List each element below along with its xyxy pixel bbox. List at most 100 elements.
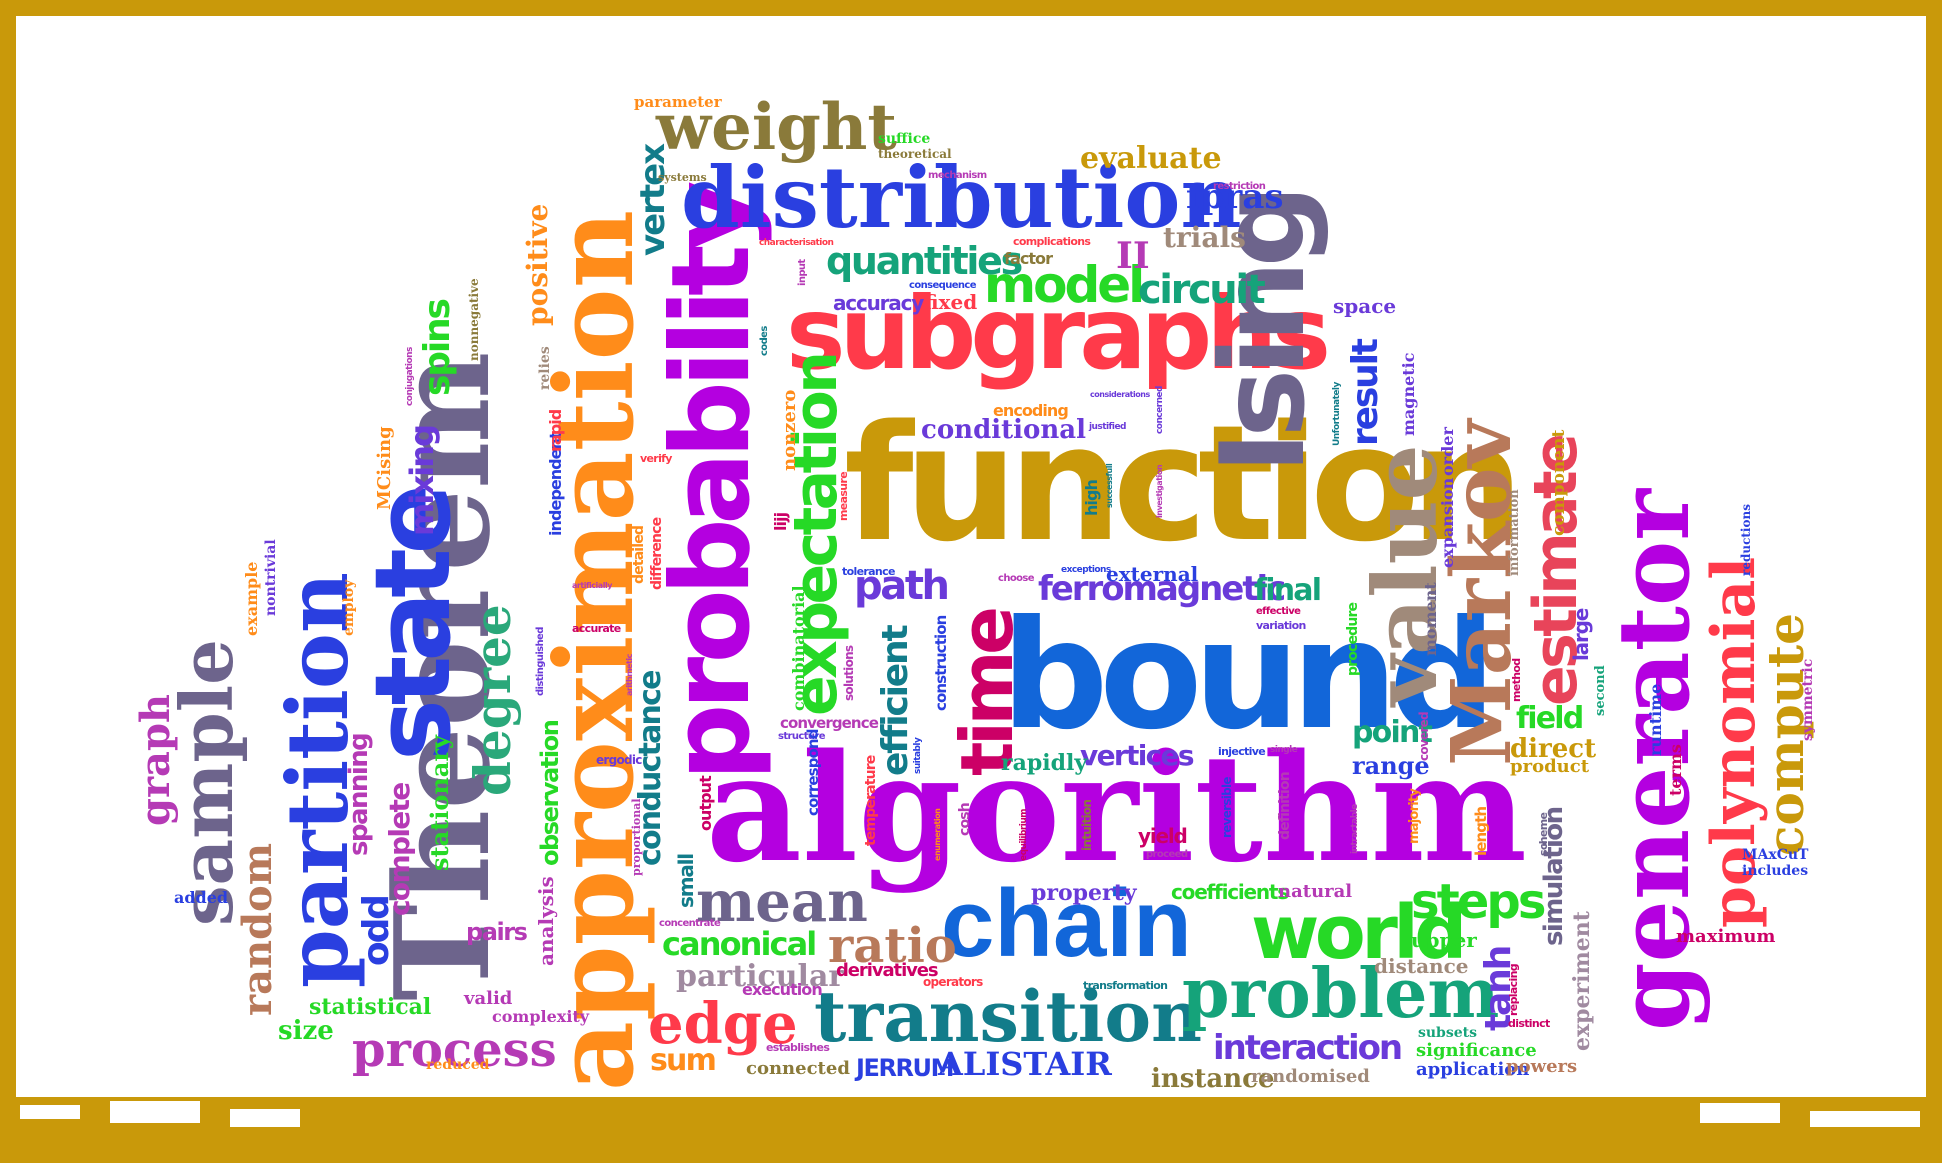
word-cloud-term: chain bbox=[941, 870, 1192, 977]
word-cloud-term: size bbox=[278, 1016, 334, 1046]
word-cloud-term: operators bbox=[923, 975, 983, 989]
word-cloud-term: example bbox=[242, 561, 261, 636]
word-cloud-term: method bbox=[1510, 658, 1523, 702]
word-cloud-term: random bbox=[234, 842, 281, 1016]
word-cloud-term: correspond bbox=[804, 729, 822, 816]
word-cloud-term: II bbox=[1116, 235, 1150, 277]
word-cloud-term: justified bbox=[1089, 422, 1126, 432]
word-cloud-term: codes bbox=[759, 326, 770, 356]
word-cloud-term: conjugations bbox=[405, 347, 415, 406]
word-cloud-term: conditional bbox=[921, 415, 1086, 445]
word-cloud-term: world bbox=[1251, 890, 1467, 976]
word-cloud-term: model bbox=[984, 256, 1145, 314]
word-cloud-term: high bbox=[1082, 480, 1101, 516]
word-cloud-term: ratio bbox=[828, 918, 957, 974]
torn-paper-fragment bbox=[20, 1105, 80, 1119]
word-cloud-term: evaluate bbox=[1080, 141, 1222, 176]
word-cloud-term: statistical bbox=[309, 994, 432, 1020]
word-cloud-term: mean bbox=[696, 869, 868, 935]
word-cloud-term: external bbox=[1106, 562, 1199, 586]
word-cloud-term: establishes bbox=[766, 1041, 830, 1054]
word-cloud-term: probability bbox=[649, 186, 774, 781]
word-cloud-term: suitably bbox=[913, 737, 923, 774]
word-cloud-term: valid bbox=[464, 988, 513, 1009]
word-cloud-term: edge bbox=[648, 991, 798, 1057]
word-cloud-term: observation bbox=[536, 720, 564, 866]
word-cloud-term: degree bbox=[463, 604, 522, 796]
word-cloud-term: result bbox=[1345, 340, 1386, 446]
word-cloud-term: systems bbox=[658, 171, 707, 184]
word-cloud-term: distribution bbox=[681, 148, 1242, 247]
word-cloud-term: arithmetic bbox=[625, 654, 634, 696]
word-cloud-term: natural bbox=[1278, 881, 1353, 902]
word-cloud-term: quantities bbox=[826, 239, 1023, 283]
word-cloud-term: mixing bbox=[403, 425, 441, 536]
word-cloud-term: covered bbox=[1417, 712, 1431, 761]
word-cloud-term: solutions bbox=[842, 645, 856, 701]
word-cloud-term: exceptions bbox=[1061, 565, 1111, 575]
word-cloud-term: proportional bbox=[630, 798, 643, 876]
word-cloud-term: fpras bbox=[1186, 177, 1284, 217]
word-cloud-term: difference bbox=[649, 517, 665, 590]
word-cloud-term: reductions bbox=[1739, 504, 1753, 576]
word-cloud-term: stationary bbox=[425, 735, 454, 871]
word-cloud-term: transformation bbox=[1083, 979, 1168, 992]
word-cloud-term: characterisation bbox=[759, 238, 834, 248]
word-cloud-term: interaction bbox=[1213, 1028, 1403, 1068]
word-cloud-term: derivatives bbox=[836, 960, 939, 981]
word-cloud-term: circuit bbox=[1138, 267, 1266, 313]
word-cloud-term: considerations bbox=[1090, 390, 1150, 399]
word-cloud-term: artificially bbox=[572, 581, 612, 590]
word-cloud-term: combinatorial bbox=[789, 585, 808, 711]
word-cloud-term: temperature bbox=[863, 755, 879, 846]
word-cloud-term: includes bbox=[1742, 863, 1809, 879]
word-cloud-term: suffice bbox=[878, 131, 931, 147]
word-cloud-term: verify bbox=[640, 452, 672, 465]
word-cloud-term: restriction bbox=[1213, 181, 1266, 192]
word-cloud-term: connected bbox=[746, 1058, 850, 1079]
word-cloud-term: proceed bbox=[1146, 849, 1188, 860]
word-cloud-term: transition bbox=[814, 975, 1202, 1058]
word-cloud-term: trials bbox=[1163, 221, 1246, 254]
word-cloud-term: Unfortunately bbox=[1332, 382, 1342, 446]
word-cloud-term: spanning bbox=[344, 733, 374, 856]
word-cloud-term: lijj bbox=[771, 512, 790, 531]
word-cloud-term: equilibrium bbox=[1019, 808, 1029, 861]
word-cloud-term: MCising bbox=[374, 426, 395, 510]
word-cloud-term: theoretical bbox=[878, 147, 952, 161]
word-cloud-term: application bbox=[1416, 1059, 1530, 1080]
word-cloud-term: pairs bbox=[466, 918, 528, 946]
word-cloud-term: path bbox=[854, 563, 950, 609]
word-cloud-term: length bbox=[1472, 806, 1490, 856]
torn-paper-fragment bbox=[230, 1109, 300, 1127]
word-cloud-term: nonnegative bbox=[467, 278, 481, 361]
word-cloud-term: subsets bbox=[1418, 1025, 1477, 1041]
word-cloud-term: enumeration bbox=[933, 808, 942, 861]
word-cloud-term: structure bbox=[778, 731, 826, 742]
word-cloud-term: powers bbox=[1506, 1056, 1578, 1077]
torn-paper-fragment bbox=[110, 1101, 200, 1123]
word-cloud-term: spins bbox=[417, 300, 458, 396]
word-cloud-term: investigation bbox=[1155, 464, 1164, 518]
word-cloud-term: component bbox=[1549, 429, 1569, 536]
word-cloud-term: injective bbox=[1218, 745, 1266, 758]
word-cloud-term: consequence bbox=[909, 280, 977, 291]
word-cloud-term: MAxCuT bbox=[1742, 847, 1809, 863]
word-cloud-term: efficient bbox=[875, 626, 916, 776]
word-cloud-term: effective bbox=[1256, 606, 1301, 617]
word-cloud-term: small bbox=[674, 854, 698, 908]
word-cloud-term: property bbox=[1031, 880, 1137, 906]
word-cloud-term: measure bbox=[837, 472, 850, 521]
word-cloud-term: concentrate bbox=[659, 918, 721, 929]
word-cloud-term: rapidly bbox=[1001, 750, 1088, 776]
word-cloud-term: tolerance bbox=[842, 565, 895, 578]
word-cloud-term: intuition bbox=[1080, 799, 1094, 851]
word-cloud-term: upper bbox=[1411, 928, 1477, 952]
word-cloud-term: expansion bbox=[1438, 477, 1457, 568]
word-cloud-term: randomised bbox=[1251, 1066, 1370, 1087]
word-cloud-term: ergodic bbox=[596, 753, 642, 767]
word-cloud-term: range bbox=[1352, 751, 1430, 780]
word-cloud-term: complete bbox=[383, 783, 416, 916]
word-cloud-term: function bbox=[844, 390, 1524, 577]
word-cloud-term: experiment bbox=[1569, 911, 1595, 1051]
